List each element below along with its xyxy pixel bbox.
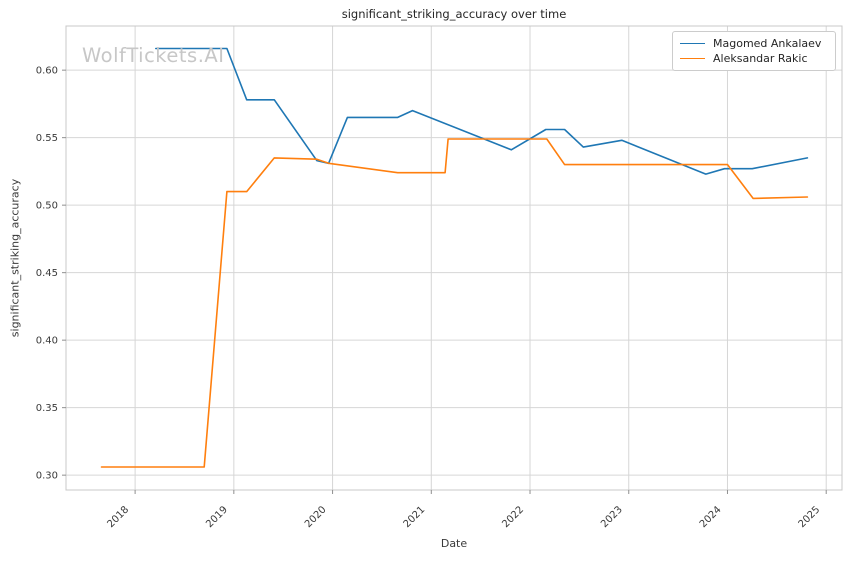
x-tick-label-2025: 2025: [797, 504, 823, 530]
legend-label: Aleksandar Rakic: [713, 52, 808, 65]
y-tick-label-0.40: 0.40: [36, 336, 58, 347]
series-line-magomed-ankalaev: [155, 47, 809, 175]
y-tick-label-0.50: 0.50: [36, 201, 58, 212]
x-tick-label-2023: 2023: [599, 504, 625, 530]
legend-label: Magomed Ankalaev: [713, 37, 822, 50]
axes-spines: [65, 25, 843, 491]
x-tick-label-2020: 2020: [303, 504, 329, 530]
legend: Magomed Ankalaev Aleksandar Rakic: [672, 31, 836, 71]
x-tick-label-2018: 2018: [105, 504, 131, 530]
y-tick-label-0.60: 0.60: [36, 66, 58, 77]
y-tick-label-0.35: 0.35: [36, 403, 58, 414]
y-tick-label-0.55: 0.55: [36, 133, 58, 144]
legend-line-sample-orange: [680, 58, 705, 59]
x-tick-label-2019: 2019: [204, 504, 230, 530]
series-line-aleksandar-rakic: [100, 138, 809, 468]
y-tick-label-0.30: 0.30: [36, 471, 58, 482]
watermark: WolfTickets.AI: [82, 44, 225, 67]
chart-title: significant_striking_accuracy over time: [341, 7, 567, 21]
y-axis-label: significant_striking_accuracy: [8, 178, 22, 338]
x-tick-label-2024: 2024: [698, 504, 724, 530]
y-tick-label-0.45: 0.45: [36, 268, 58, 279]
x-axis-label: Date: [440, 537, 468, 550]
legend-item-magomed-ankalaev: Magomed Ankalaev: [680, 36, 827, 51]
legend-item-aleksandar-rakic: Aleksandar Rakic: [680, 51, 827, 66]
legend-line-sample-blue: [680, 43, 705, 44]
x-tick-label-2022: 2022: [500, 504, 526, 530]
x-tick-label-2021: 2021: [402, 504, 428, 530]
